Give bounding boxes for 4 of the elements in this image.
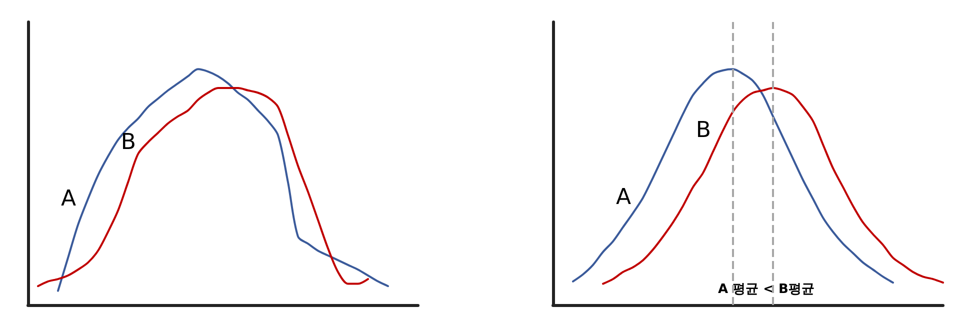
series-label: A [60, 186, 76, 212]
series-label: A [616, 185, 631, 210]
series-label: B [696, 118, 711, 143]
series-label: B [120, 130, 136, 155]
